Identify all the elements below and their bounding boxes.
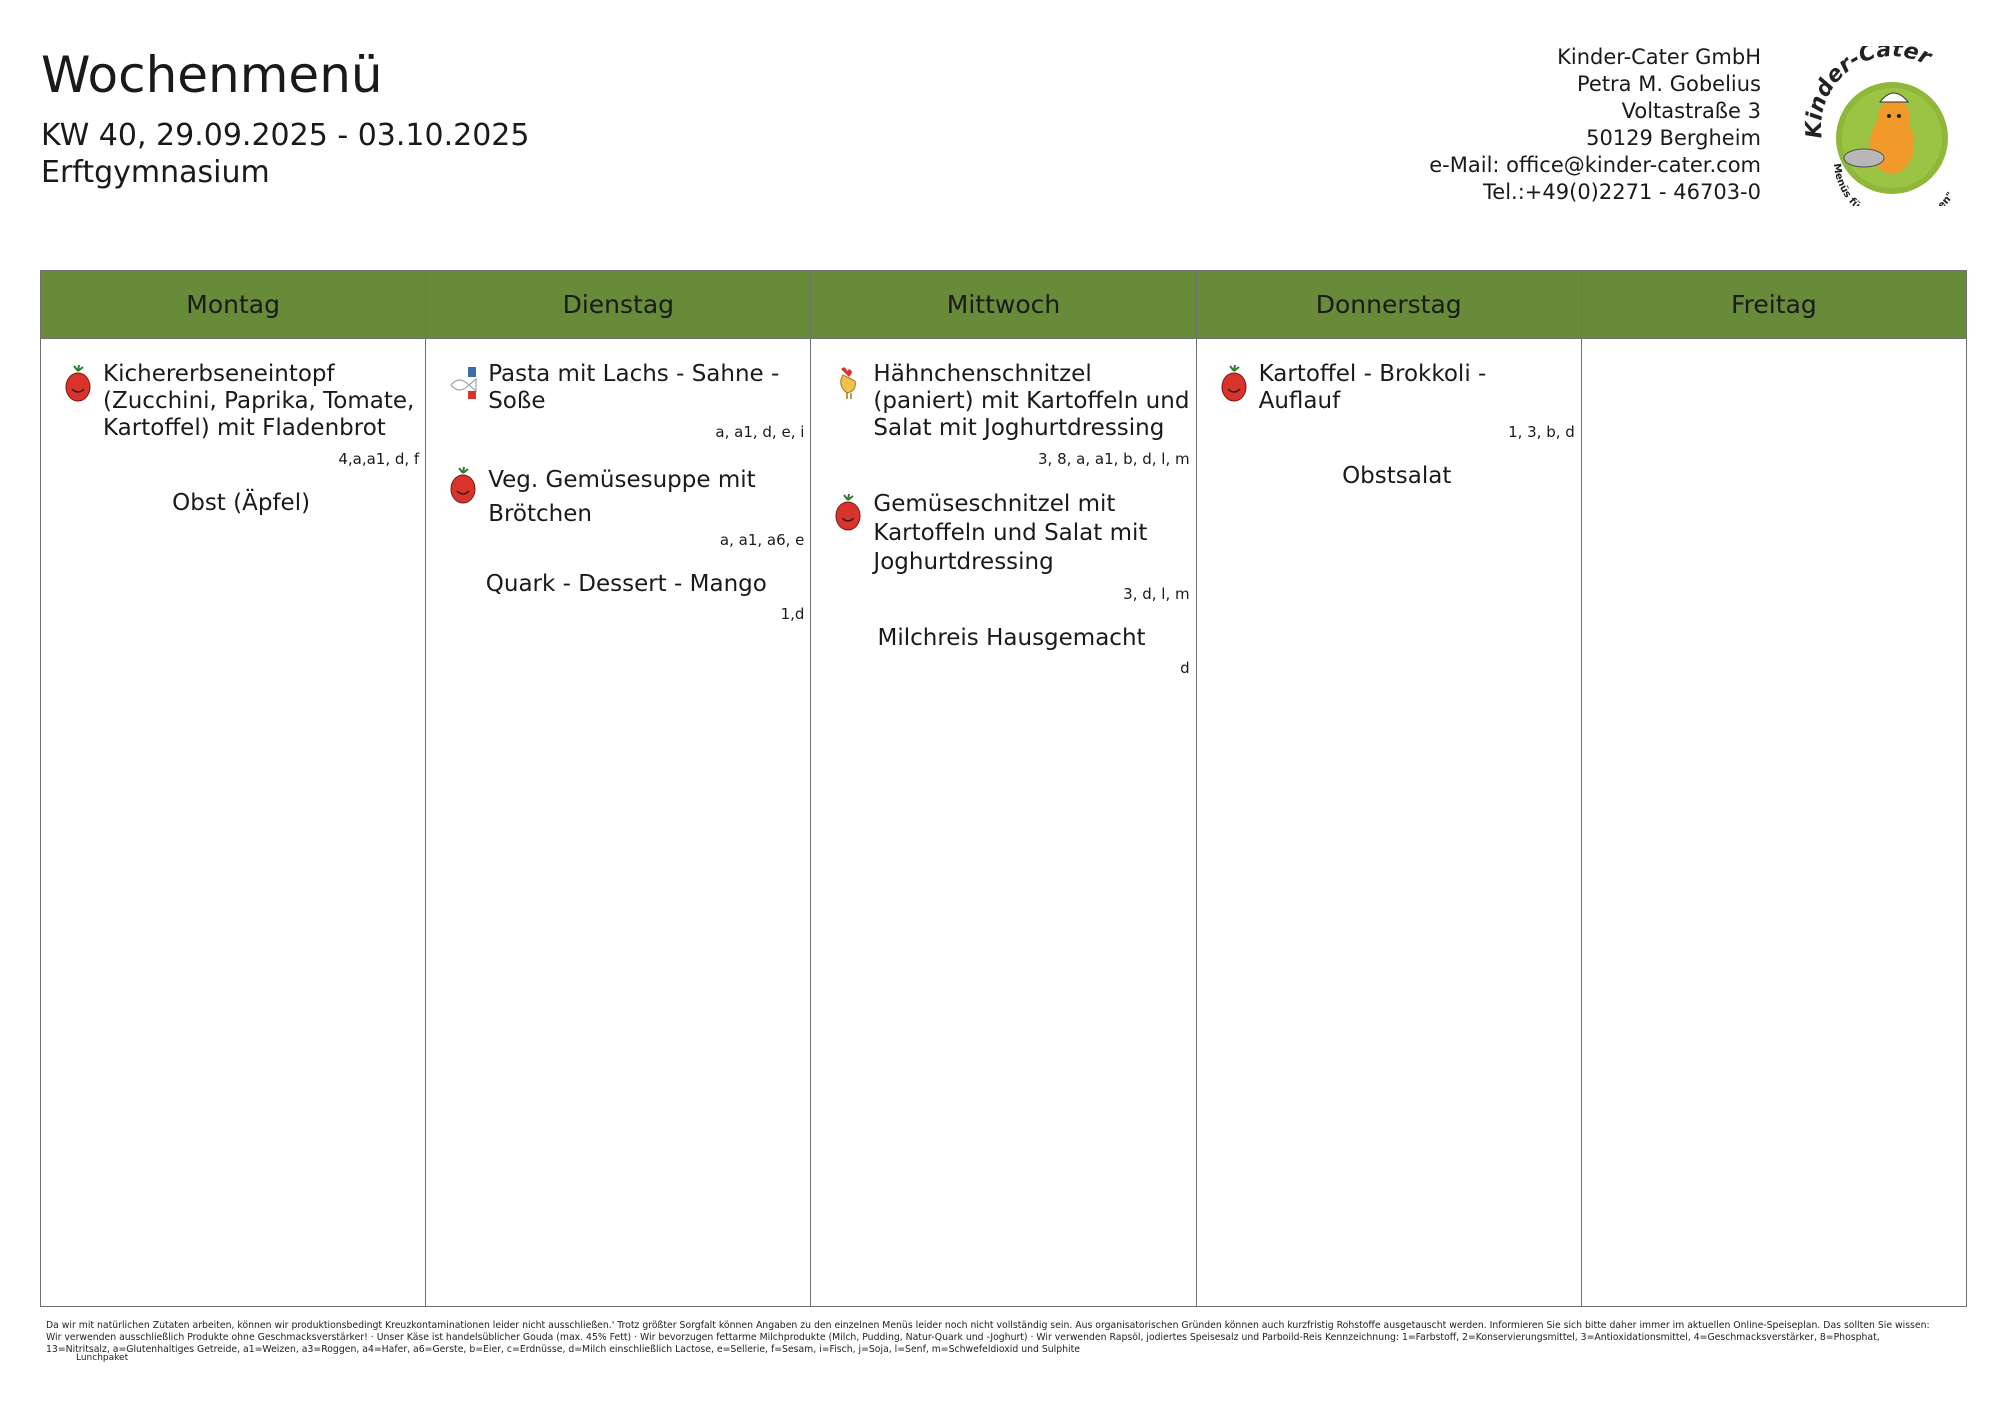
tomato-icon xyxy=(835,493,861,531)
allergen-codes: 3, d, l, m xyxy=(1123,585,1190,603)
day-column-donnerstag: Donnerstag Kartoffel - Brokkoli - Auflau… xyxy=(1196,271,1582,1306)
dish-item: Veg. Gemüsesuppe mit Brötchen a, a1, a6,… xyxy=(448,463,804,549)
week-range: KW 40, 29.09.2025 - 03.10.2025 xyxy=(41,118,530,153)
dish-item: Pasta mit Lachs - Sahne - Soße a, a1, d,… xyxy=(448,361,804,441)
company-street: Voltastraße 3 xyxy=(1621,99,1761,123)
school-name: Erftgymnasium xyxy=(41,155,270,190)
dish-name: Veg. Gemüsesuppe mit Brötchen xyxy=(488,467,756,527)
company-name: Kinder-Cater GmbH xyxy=(1557,45,1761,69)
tomato-icon xyxy=(450,466,476,504)
fish-icon xyxy=(450,367,477,399)
dessert-name: Milchreis Hausgemacht xyxy=(877,625,1146,651)
day-header: Mittwoch xyxy=(811,271,1196,339)
dessert-name: Obst (Äpfel) xyxy=(172,490,311,516)
dish-item: Kartoffel - Brokkoli - Auflauf 1, 3, b, … xyxy=(1219,361,1575,441)
dish-item: Gemüseschnitzel mit Kartoffeln und Salat… xyxy=(833,490,1190,603)
day-header: Donnerstag xyxy=(1196,271,1581,339)
company-phone: Tel.:+49(0)2271 - 46703-0 xyxy=(1483,180,1761,204)
lunch-label: Lunchpaket xyxy=(76,1353,129,1363)
day-column-dienstag: Dienstag Pasta mit Lachs - Sahne - Soße … xyxy=(426,271,812,1306)
dessert-allergen-codes: 1,d xyxy=(780,605,805,623)
company-contact: Petra M. Gobelius xyxy=(1576,72,1761,96)
page-title: Wochenmenü xyxy=(41,46,383,104)
day-column-mittwoch: Mittwoch Hähnchenschnitzel (paniert) mit… xyxy=(811,271,1197,1306)
chicken-icon xyxy=(840,367,857,399)
day-header: Montag xyxy=(41,271,426,339)
dish-name: Pasta mit Lachs - Sahne - Soße xyxy=(488,361,780,414)
tomato-icon xyxy=(65,364,91,402)
company-address: Kinder-Cater GmbH Petra M. Gobelius Volt… xyxy=(1429,44,1761,206)
day-column-freitag: Freitag xyxy=(1581,271,1967,1306)
dish-item: Kichererbseneintopf (Zucchini, Paprika, … xyxy=(63,361,419,468)
company-city: 50129 Bergheim xyxy=(1586,126,1761,150)
menu-table: Montag Kichererbseneintopf (Zucchini, Pa… xyxy=(40,270,1967,1307)
dish-name: Kartoffel - Brokkoli - Auflauf xyxy=(1258,361,1487,414)
allergen-footnote: Da wir mit natürlichen Zutaten arbeiten,… xyxy=(46,1320,1930,1355)
lunch-legend: Lunchpaket xyxy=(46,1353,128,1363)
company-email: e-Mail: office@kinder-cater.com xyxy=(1429,153,1761,177)
dish-name: Gemüseschnitzel mit Kartoffeln und Salat… xyxy=(873,491,1148,575)
allergen-codes: a, a1, a6, e xyxy=(719,531,805,549)
tomato-icon xyxy=(1221,364,1247,402)
day-header: Freitag xyxy=(1581,271,1967,339)
day-column-montag: Montag Kichererbseneintopf (Zucchini, Pa… xyxy=(41,271,427,1306)
allergen-codes: a, a1, d, e, i xyxy=(715,423,805,441)
day-header: Dienstag xyxy=(426,271,811,339)
empty-day-body xyxy=(1582,339,1966,361)
dish-name: Kichererbseneintopf (Zucchini, Paprika, … xyxy=(103,361,415,441)
allergen-codes: 4,a,a1, d, f xyxy=(338,450,420,468)
kinder-cater-logo: Kinder-Cater Menüs für „Halbe Portionen" xyxy=(1804,46,1956,206)
allergen-codes: 1, 3, b, d xyxy=(1508,423,1575,441)
dish-item: Hähnchenschnitzel (paniert) mit Kartoffe… xyxy=(833,361,1190,468)
dessert-allergen-codes: d xyxy=(1180,659,1190,677)
dish-name: Hähnchenschnitzel (paniert) mit Kartoffe… xyxy=(873,361,1190,441)
dessert-name: Quark - Dessert - Mango xyxy=(485,571,767,597)
allergen-codes: 3, 8, a, a1, b, d, l, m xyxy=(1038,450,1190,468)
dessert-name: Obstsalat xyxy=(1342,463,1452,489)
